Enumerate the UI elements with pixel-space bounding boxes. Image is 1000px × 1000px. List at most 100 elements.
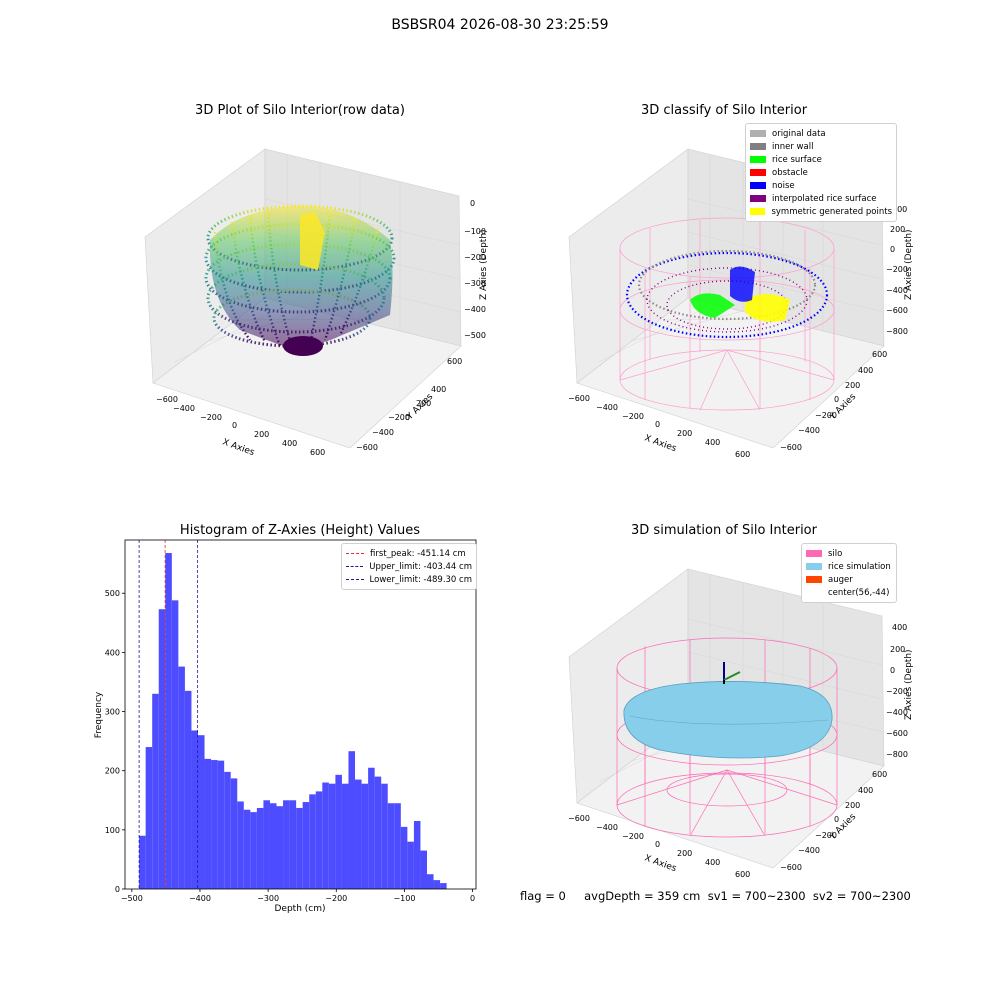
sim-z-axis-label: Z Axies (Depth) bbox=[904, 649, 914, 720]
simulation-plot-title: 3D simulation of Silo Interior bbox=[631, 523, 817, 538]
histogram-bar bbox=[394, 803, 401, 889]
histogram-xtick-label: −500 bbox=[121, 894, 143, 903]
raw-ytick-label: 400 bbox=[431, 385, 446, 394]
sim-ytick-label: −400 bbox=[798, 846, 820, 855]
histogram-title: Histogram of Z-Axies (Height) Values bbox=[179, 523, 421, 538]
sim-ztick-label: −800 bbox=[886, 750, 908, 759]
classify-floor-pane bbox=[576, 297, 885, 449]
histogram-xtick-label: 0 bbox=[470, 894, 475, 903]
legend-line bbox=[346, 566, 364, 567]
classify-xtick-label: −400 bbox=[596, 403, 618, 412]
classify-ytick-label: 600 bbox=[872, 350, 887, 359]
histogram-bar bbox=[152, 693, 159, 889]
sim-xtick-label: −200 bbox=[622, 832, 644, 841]
histogram-bar bbox=[341, 783, 349, 889]
classify-xtick-label: −600 bbox=[568, 394, 590, 403]
legend-label: first_peak: -451.14 cm bbox=[370, 548, 466, 559]
legend-label: symmetric generated points bbox=[771, 206, 892, 217]
status-footer: flag = 0 avgDepth = 359 cm sv1 = 700~230… bbox=[520, 889, 911, 903]
raw-point-cloud bbox=[204, 204, 396, 356]
classify-ytick-label: 400 bbox=[858, 366, 873, 375]
histogram-y-axis-label: Frequency bbox=[94, 691, 104, 738]
histogram-bar bbox=[328, 783, 336, 889]
sim-xtick-label: 400 bbox=[705, 858, 720, 867]
raw-ztick-label: −500 bbox=[464, 331, 486, 340]
classify-z-axis-label: Z Axies (Depth) bbox=[904, 229, 914, 300]
histogram-ytick-label: 400 bbox=[105, 648, 120, 657]
histogram-bar bbox=[250, 812, 257, 889]
histogram-bar bbox=[165, 553, 172, 889]
histogram-xtick-label: −200 bbox=[325, 894, 347, 903]
raw-ztick-label: −100 bbox=[464, 227, 486, 236]
histogram-bar bbox=[269, 803, 277, 889]
histogram-bar bbox=[191, 730, 198, 889]
figure-suptitle: BSBSR04 2026-08-30 23:25:59 bbox=[391, 17, 609, 33]
sim-y-axis-label: Y Axies bbox=[827, 812, 858, 843]
simulation-legend: silo rice simulation auger center(56,-44… bbox=[801, 543, 897, 603]
raw-ztick-label: −200 bbox=[464, 253, 486, 262]
raw-ytick-label: 200 bbox=[416, 399, 431, 408]
classify-x-axis-label: X Axies bbox=[643, 433, 678, 454]
sim-ytick-label: −600 bbox=[780, 863, 802, 872]
raw-ytick-label: −200 bbox=[388, 413, 410, 422]
classify-xtick-label: −200 bbox=[622, 412, 644, 421]
histogram-bar bbox=[426, 874, 434, 889]
sim-xtick-label: −600 bbox=[568, 814, 590, 823]
sim-ytick-label: 0 bbox=[834, 815, 839, 824]
classify-ytick-label: −600 bbox=[780, 443, 802, 452]
legend-swatch bbox=[806, 576, 822, 583]
sim-z-ticks: 400 200 0 −200 −400 −600 −800 bbox=[886, 623, 908, 759]
legend-swatch bbox=[750, 143, 766, 150]
histogram-x-axis-label: Depth (cm) bbox=[274, 904, 325, 914]
classify-ztick-label: −600 bbox=[886, 306, 908, 315]
histogram-bar bbox=[322, 782, 329, 889]
legend-swatch bbox=[750, 195, 766, 202]
legend-item-original-data: original data bbox=[750, 127, 892, 140]
legend-label: original data bbox=[772, 128, 826, 139]
histogram-bar bbox=[184, 690, 192, 889]
classify-ytick-label: −200 bbox=[815, 411, 837, 420]
histogram-bar bbox=[348, 751, 356, 889]
raw-3d-axes: −600 −400 −200 0 200 400 600 X Axies 600… bbox=[144, 148, 489, 458]
legend-line bbox=[346, 553, 364, 554]
sim-y-ticks: 600 400 200 0 −200 −400 −600 bbox=[780, 770, 887, 872]
sim-ytick-label: −200 bbox=[815, 831, 837, 840]
sim-ytick-label: 600 bbox=[872, 770, 887, 779]
legend-item-silo: silo bbox=[806, 547, 892, 560]
histogram-bar bbox=[171, 600, 179, 889]
classify-silo-wireframe bbox=[619, 217, 835, 411]
legend-item-rice-surface: rice surface bbox=[750, 153, 892, 166]
histogram-bar bbox=[256, 807, 264, 889]
histogram-x-ticks: −500 −400 −300 −200 −100 0 bbox=[121, 889, 475, 903]
raw-ytick-label: 600 bbox=[447, 357, 462, 366]
histogram-reference-lines bbox=[138, 540, 199, 889]
classify-ztick-label: −200 bbox=[886, 265, 908, 274]
histogram-bar bbox=[420, 850, 427, 889]
histogram-bar bbox=[178, 666, 185, 889]
legend-label: rice simulation bbox=[828, 561, 891, 572]
raw-z-axis-label: Z Axies (Depth) bbox=[479, 229, 489, 300]
legend-item-auger: auger bbox=[806, 573, 892, 586]
legend-swatch bbox=[806, 589, 822, 596]
raw-floor-pane bbox=[152, 297, 462, 449]
histogram-bar bbox=[204, 758, 212, 889]
classify-xtick-label: 600 bbox=[735, 450, 750, 459]
histogram-bar bbox=[309, 794, 316, 889]
histogram-bar bbox=[296, 807, 303, 889]
histogram-plot: −500 −400 −300 −200 −100 0 0 100 200 300 400 500 D… bbox=[94, 539, 477, 914]
legend-label: silo bbox=[828, 548, 843, 559]
legend-swatch bbox=[750, 130, 766, 137]
sim-x-axis-label: X Axies bbox=[643, 853, 678, 874]
histogram-y-ticks: 0 100 200 300 400 500 bbox=[105, 589, 125, 894]
raw-x-ticks: −600 −400 −200 0 200 400 600 bbox=[156, 395, 325, 457]
histogram-ytick-label: 100 bbox=[105, 826, 120, 835]
legend-label: center(56,-44) bbox=[828, 587, 890, 598]
classify-ztick-label: 0 bbox=[890, 245, 895, 254]
histogram-ytick-label: 200 bbox=[105, 767, 120, 776]
histogram-bar bbox=[387, 803, 395, 889]
histogram-bar bbox=[289, 800, 297, 889]
classify-ztick-label: −400 bbox=[886, 286, 908, 295]
histogram-bar bbox=[400, 826, 408, 889]
legend-label: Upper_limit: -403.44 cm bbox=[369, 561, 472, 572]
